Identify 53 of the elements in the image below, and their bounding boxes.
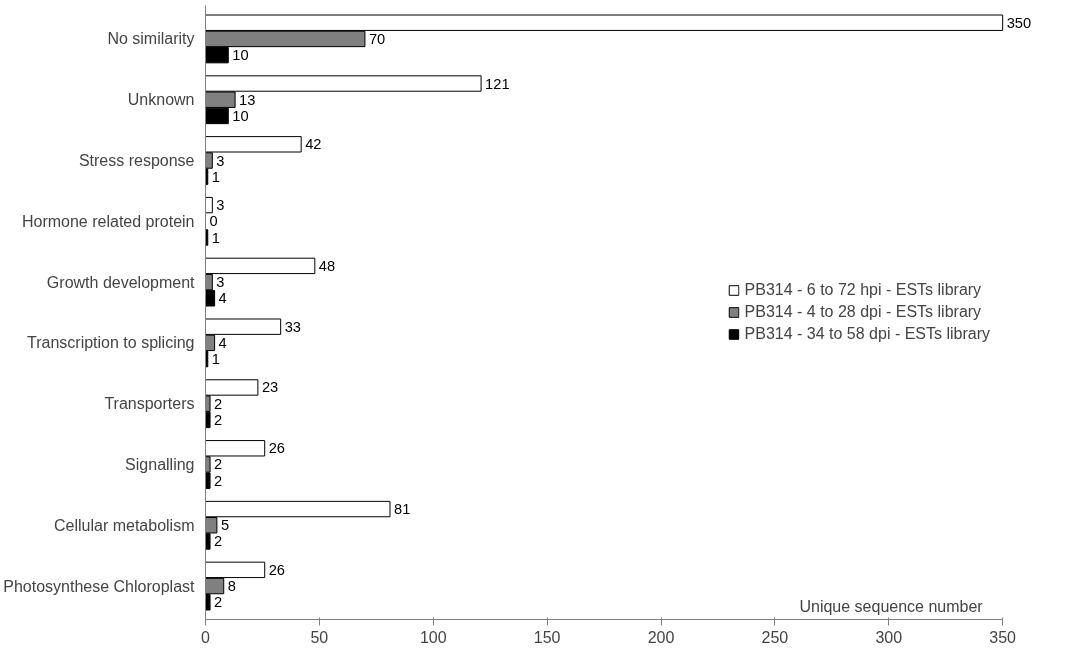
x-tick-label: 0 <box>201 628 211 646</box>
x-tick-label: 50 <box>310 628 329 646</box>
data-label: 4 <box>218 290 227 307</box>
data-label: 1 <box>211 351 220 368</box>
x-tick-label: 350 <box>989 628 1017 646</box>
legend-label: PB314 - 4 to 28 dpi - ESTs library <box>744 303 982 321</box>
data-label: 2 <box>214 411 223 428</box>
x-tick-label: 300 <box>875 628 903 646</box>
data-label: 10 <box>232 107 249 124</box>
y-tick-label: No similarity <box>107 30 195 48</box>
data-label: 2 <box>214 533 223 550</box>
y-tick-label: Stress response <box>78 152 195 170</box>
data-label: 3 <box>216 274 225 291</box>
data-label: 26 <box>268 440 286 457</box>
y-tick-label: Signalling <box>125 455 195 473</box>
x-tick-label: 250 <box>761 628 789 646</box>
bar <box>205 196 213 214</box>
data-label: 10 <box>232 47 249 64</box>
x-tick-label: 100 <box>419 628 447 646</box>
data-label: 33 <box>284 318 301 335</box>
data-label: 8 <box>227 578 236 595</box>
x-axis-title: Unique sequence number <box>799 597 984 615</box>
data-label: 5 <box>220 517 230 534</box>
data-label: 13 <box>239 91 256 108</box>
y-tick-label: Transcription to splicing <box>27 334 195 352</box>
data-label: 4 <box>218 334 227 351</box>
data-label: 1 <box>211 229 220 246</box>
y-tick-label: Unknown <box>127 91 195 109</box>
data-label: 0 <box>209 213 218 230</box>
data-label: 23 <box>261 379 279 396</box>
y-tick-label: Growth development <box>46 273 196 291</box>
data-label: 350 <box>1006 14 1032 31</box>
data-label: 48 <box>318 257 336 274</box>
data-label: 121 <box>485 75 510 92</box>
data-label: 1 <box>211 168 220 185</box>
data-label: 70 <box>368 30 386 47</box>
data-label: 2 <box>214 456 223 473</box>
x-tick-label: 150 <box>533 628 561 646</box>
data-label: 26 <box>268 561 286 578</box>
data-label: 3 <box>216 197 225 214</box>
legend-label: PB314 - 34 to 58 dpi - ESTs library <box>744 325 990 343</box>
x-tick-label: 200 <box>647 628 675 646</box>
data-label: 3 <box>216 152 225 169</box>
data-label: 2 <box>214 594 223 611</box>
data-label: 2 <box>214 472 223 489</box>
y-tick-label: Photosynthese Chloroplast <box>3 577 196 595</box>
y-tick-label: Transporters <box>104 395 195 413</box>
y-tick-label: Hormone related protein <box>21 212 195 230</box>
data-label: 42 <box>305 136 322 153</box>
data-label: 2 <box>214 395 223 412</box>
data-label: 81 <box>393 501 411 518</box>
y-tick-label: Cellular metabolism <box>54 516 195 534</box>
legend-label: PB314 - 6 to 72 hpi - ESTs library <box>744 281 982 299</box>
